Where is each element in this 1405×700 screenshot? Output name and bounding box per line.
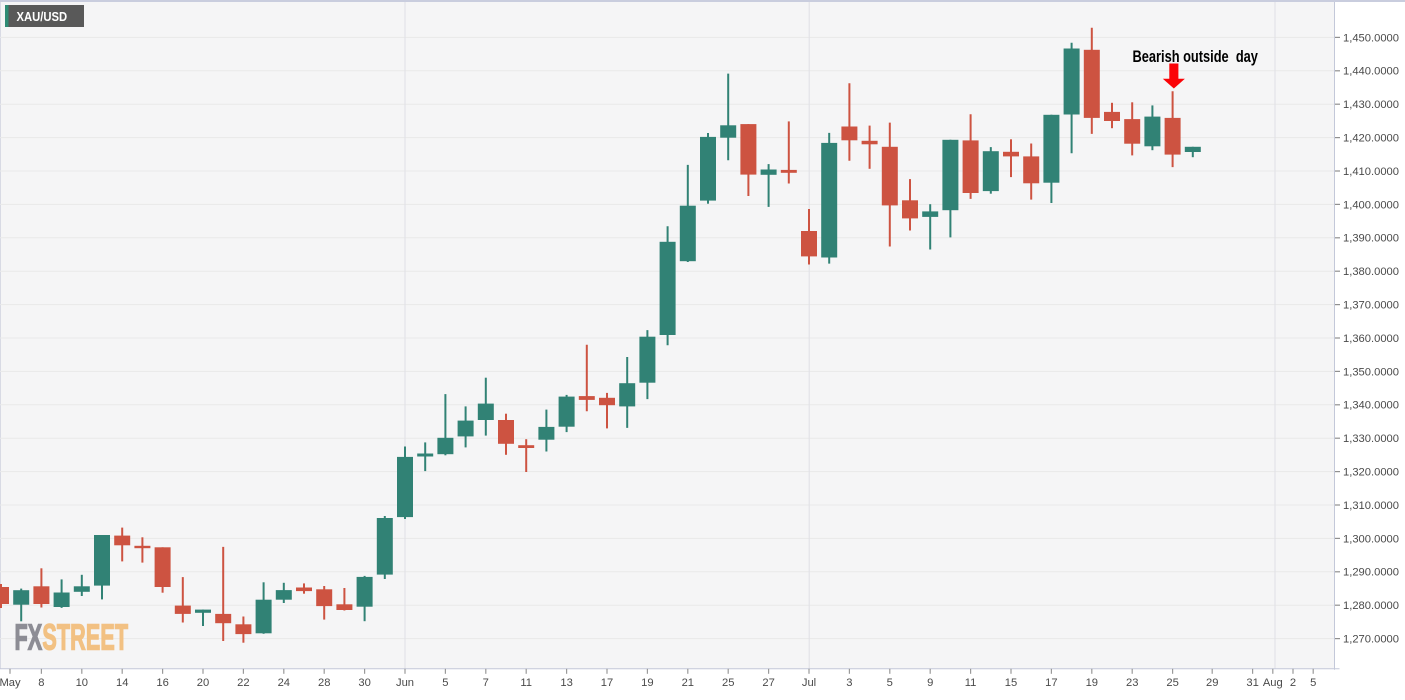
svg-text:20: 20: [197, 677, 209, 689]
svg-text:1,360.0000: 1,360.0000: [1343, 333, 1399, 345]
svg-text:1,390.0000: 1,390.0000: [1343, 233, 1399, 245]
svg-text:28: 28: [318, 677, 330, 689]
svg-text:1,340.0000: 1,340.0000: [1343, 400, 1399, 412]
svg-text:15: 15: [1005, 677, 1017, 689]
svg-text:1,310.0000: 1,310.0000: [1343, 500, 1399, 512]
svg-text:Jun: Jun: [396, 677, 414, 689]
svg-text:10: 10: [76, 677, 88, 689]
svg-text:1,420.0000: 1,420.0000: [1343, 133, 1399, 145]
svg-text:5: 5: [1310, 677, 1316, 689]
svg-text:11: 11: [520, 677, 532, 689]
svg-text:5: 5: [887, 677, 893, 689]
svg-text:5: 5: [442, 677, 448, 689]
svg-text:2: 2: [1290, 677, 1296, 689]
svg-text:21: 21: [682, 677, 694, 689]
svg-text:19: 19: [641, 677, 653, 689]
svg-text:17: 17: [1045, 677, 1057, 689]
svg-text:1,270.0000: 1,270.0000: [1343, 634, 1399, 646]
svg-text:22: 22: [237, 677, 249, 689]
svg-text:1,370.0000: 1,370.0000: [1343, 300, 1399, 312]
svg-text:14: 14: [116, 677, 128, 689]
svg-text:8: 8: [38, 677, 44, 689]
svg-text:25: 25: [722, 677, 734, 689]
svg-text:1,280.0000: 1,280.0000: [1343, 600, 1399, 612]
svg-text:1,430.0000: 1,430.0000: [1343, 99, 1399, 111]
svg-text:16: 16: [156, 677, 168, 689]
svg-text:19: 19: [1086, 677, 1098, 689]
svg-text:May: May: [0, 677, 21, 689]
svg-text:FXSTREET: FXSTREET: [15, 618, 129, 658]
svg-text:1,290.0000: 1,290.0000: [1343, 567, 1399, 579]
svg-text:1,400.0000: 1,400.0000: [1343, 199, 1399, 211]
svg-text:23: 23: [1126, 677, 1138, 689]
svg-text:XAU/USD: XAU/USD: [17, 9, 68, 24]
svg-text:1,380.0000: 1,380.0000: [1343, 266, 1399, 278]
svg-text:31: 31: [1246, 677, 1258, 689]
svg-text:30: 30: [358, 677, 370, 689]
svg-text:7: 7: [483, 677, 489, 689]
svg-text:1,440.0000: 1,440.0000: [1343, 66, 1399, 78]
svg-text:Aug: Aug: [1263, 677, 1283, 689]
svg-text:1,350.0000: 1,350.0000: [1343, 366, 1399, 378]
svg-text:9: 9: [927, 677, 933, 689]
svg-text:1,330.0000: 1,330.0000: [1343, 433, 1399, 445]
svg-text:1,320.0000: 1,320.0000: [1343, 467, 1399, 479]
svg-text:3: 3: [846, 677, 852, 689]
svg-text:29: 29: [1206, 677, 1218, 689]
svg-text:13: 13: [560, 677, 572, 689]
svg-text:24: 24: [278, 677, 290, 689]
svg-text:Bearish outside day: Bearish outside day: [1133, 47, 1259, 66]
svg-text:17: 17: [601, 677, 613, 689]
svg-text:25: 25: [1166, 677, 1178, 689]
svg-text:11: 11: [965, 677, 977, 689]
svg-text:Jul: Jul: [802, 677, 816, 689]
svg-text:27: 27: [762, 677, 774, 689]
svg-text:1,300.0000: 1,300.0000: [1343, 533, 1399, 545]
svg-text:1,450.0000: 1,450.0000: [1343, 32, 1399, 44]
svg-text:1,410.0000: 1,410.0000: [1343, 166, 1399, 178]
